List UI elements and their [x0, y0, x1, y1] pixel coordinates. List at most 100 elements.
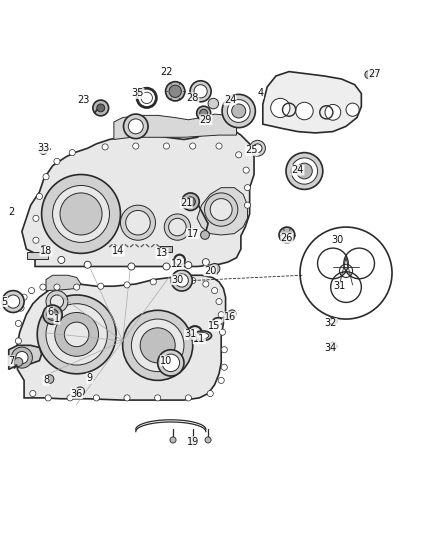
Circle shape	[7, 295, 20, 308]
Circle shape	[46, 290, 68, 312]
Circle shape	[155, 395, 161, 401]
Circle shape	[15, 338, 21, 344]
Circle shape	[74, 284, 80, 290]
Circle shape	[185, 262, 192, 269]
Bar	[27, 253, 48, 259]
Circle shape	[43, 174, 49, 180]
Text: 15: 15	[208, 321, 221, 330]
Polygon shape	[197, 188, 247, 235]
Circle shape	[76, 387, 85, 395]
Circle shape	[67, 395, 73, 401]
Circle shape	[28, 287, 35, 294]
Text: 31: 31	[184, 329, 197, 340]
Circle shape	[166, 82, 185, 101]
Circle shape	[190, 81, 211, 102]
Circle shape	[227, 100, 250, 123]
Circle shape	[236, 152, 242, 158]
Circle shape	[253, 144, 262, 152]
Circle shape	[93, 100, 109, 116]
Circle shape	[169, 85, 181, 98]
Circle shape	[124, 395, 130, 401]
Circle shape	[175, 274, 188, 287]
Circle shape	[46, 304, 107, 365]
Circle shape	[207, 391, 213, 397]
Text: 25: 25	[246, 146, 258, 156]
Text: 34: 34	[325, 343, 337, 352]
Text: 7: 7	[8, 356, 14, 366]
Circle shape	[54, 284, 60, 290]
Text: 30: 30	[171, 274, 184, 285]
Polygon shape	[15, 275, 226, 400]
Circle shape	[40, 284, 46, 290]
Circle shape	[30, 391, 36, 397]
Text: 18: 18	[40, 246, 52, 256]
Circle shape	[190, 278, 196, 284]
Circle shape	[186, 197, 195, 206]
Circle shape	[124, 114, 148, 139]
Circle shape	[210, 199, 232, 221]
Circle shape	[133, 143, 139, 149]
Circle shape	[97, 104, 105, 112]
Circle shape	[131, 319, 184, 372]
Circle shape	[55, 312, 99, 356]
Circle shape	[329, 317, 337, 325]
Circle shape	[202, 259, 209, 265]
Circle shape	[169, 219, 186, 236]
Circle shape	[123, 310, 193, 381]
Ellipse shape	[197, 333, 209, 339]
Circle shape	[219, 329, 226, 335]
Text: 5: 5	[1, 296, 7, 306]
Circle shape	[126, 211, 150, 235]
Text: 10: 10	[160, 356, 173, 366]
Circle shape	[45, 395, 51, 401]
Circle shape	[120, 205, 155, 240]
Circle shape	[140, 328, 175, 363]
Circle shape	[42, 174, 120, 253]
Circle shape	[39, 147, 47, 155]
Polygon shape	[9, 345, 42, 369]
Circle shape	[182, 193, 199, 211]
Ellipse shape	[194, 331, 212, 341]
Circle shape	[50, 295, 64, 308]
Circle shape	[33, 215, 39, 221]
Circle shape	[185, 395, 191, 401]
Circle shape	[205, 193, 238, 226]
Circle shape	[216, 298, 222, 304]
Circle shape	[2, 290, 24, 312]
Circle shape	[128, 119, 143, 134]
Circle shape	[102, 144, 108, 150]
Circle shape	[128, 263, 135, 270]
Text: 30: 30	[331, 235, 343, 245]
Circle shape	[158, 350, 184, 376]
Circle shape	[170, 437, 176, 443]
Circle shape	[244, 184, 251, 191]
Circle shape	[297, 163, 312, 179]
Circle shape	[171, 270, 192, 291]
Text: 2: 2	[8, 207, 14, 217]
Circle shape	[228, 310, 236, 318]
Text: 1: 1	[54, 314, 60, 324]
Circle shape	[212, 287, 218, 294]
Text: 14: 14	[112, 246, 124, 256]
Circle shape	[124, 282, 130, 288]
Circle shape	[164, 214, 191, 240]
Circle shape	[93, 395, 99, 401]
Polygon shape	[114, 114, 237, 140]
Circle shape	[243, 167, 249, 173]
Text: 35: 35	[132, 88, 144, 99]
Circle shape	[296, 102, 313, 120]
Circle shape	[37, 295, 116, 374]
Circle shape	[244, 202, 251, 208]
Text: 20: 20	[204, 266, 216, 276]
Circle shape	[69, 150, 75, 156]
Circle shape	[279, 227, 295, 243]
Circle shape	[54, 158, 60, 165]
Circle shape	[18, 305, 24, 311]
Polygon shape	[46, 275, 81, 290]
Circle shape	[346, 103, 359, 116]
Text: 12: 12	[171, 260, 184, 269]
Text: 28: 28	[187, 93, 199, 103]
Circle shape	[218, 377, 224, 383]
Circle shape	[172, 277, 178, 282]
Circle shape	[205, 437, 211, 443]
